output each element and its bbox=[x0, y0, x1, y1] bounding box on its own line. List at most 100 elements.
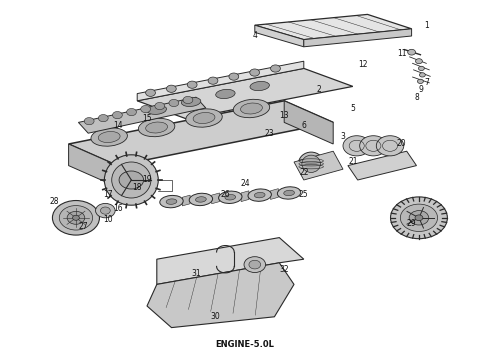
Circle shape bbox=[416, 59, 422, 64]
Ellipse shape bbox=[181, 97, 201, 107]
Ellipse shape bbox=[186, 109, 222, 127]
Text: 23: 23 bbox=[265, 129, 274, 138]
Text: 30: 30 bbox=[211, 312, 220, 321]
Circle shape bbox=[84, 117, 94, 125]
Circle shape bbox=[96, 203, 115, 218]
Text: 29: 29 bbox=[407, 219, 416, 228]
Polygon shape bbox=[212, 193, 220, 204]
Polygon shape bbox=[294, 151, 343, 180]
Text: 32: 32 bbox=[279, 266, 289, 274]
Polygon shape bbox=[348, 151, 416, 180]
Polygon shape bbox=[255, 14, 412, 40]
Text: 28: 28 bbox=[49, 197, 59, 206]
Circle shape bbox=[208, 77, 218, 84]
Ellipse shape bbox=[225, 194, 236, 200]
Text: 25: 25 bbox=[299, 190, 309, 199]
Circle shape bbox=[67, 211, 85, 224]
Circle shape bbox=[126, 108, 136, 116]
Ellipse shape bbox=[112, 162, 151, 198]
Polygon shape bbox=[69, 144, 118, 187]
Text: 12: 12 bbox=[358, 60, 368, 69]
Ellipse shape bbox=[146, 122, 168, 133]
Polygon shape bbox=[137, 61, 304, 101]
Circle shape bbox=[409, 211, 429, 225]
Ellipse shape bbox=[98, 131, 120, 143]
Circle shape bbox=[250, 69, 260, 76]
Circle shape bbox=[415, 215, 423, 221]
Ellipse shape bbox=[166, 199, 177, 204]
Text: 18: 18 bbox=[132, 183, 142, 192]
Ellipse shape bbox=[104, 155, 158, 205]
Circle shape bbox=[119, 171, 144, 189]
Text: 11: 11 bbox=[397, 49, 407, 58]
Text: 2: 2 bbox=[316, 85, 321, 94]
Text: 13: 13 bbox=[279, 111, 289, 120]
Polygon shape bbox=[241, 191, 249, 202]
Text: 3: 3 bbox=[341, 132, 345, 141]
Polygon shape bbox=[284, 101, 333, 144]
Circle shape bbox=[229, 73, 239, 80]
Ellipse shape bbox=[216, 89, 235, 99]
Ellipse shape bbox=[189, 193, 213, 206]
Polygon shape bbox=[147, 263, 294, 328]
Text: 5: 5 bbox=[350, 104, 355, 112]
Ellipse shape bbox=[254, 192, 265, 198]
Circle shape bbox=[73, 215, 79, 220]
Ellipse shape bbox=[147, 105, 167, 114]
Text: 6: 6 bbox=[301, 122, 306, 130]
Text: 21: 21 bbox=[348, 157, 358, 166]
Ellipse shape bbox=[248, 189, 271, 201]
Ellipse shape bbox=[160, 195, 183, 208]
Ellipse shape bbox=[91, 128, 127, 146]
Text: 7: 7 bbox=[424, 78, 429, 87]
Circle shape bbox=[418, 66, 424, 71]
Text: 14: 14 bbox=[113, 122, 122, 130]
Ellipse shape bbox=[241, 103, 263, 114]
Text: 1: 1 bbox=[424, 21, 429, 30]
Ellipse shape bbox=[219, 191, 242, 203]
Ellipse shape bbox=[302, 155, 320, 172]
Text: ENGINE-5.0L: ENGINE-5.0L bbox=[216, 340, 274, 349]
Circle shape bbox=[391, 197, 447, 239]
Circle shape bbox=[167, 85, 176, 93]
Polygon shape bbox=[157, 238, 304, 284]
Text: 31: 31 bbox=[191, 269, 201, 278]
Circle shape bbox=[169, 99, 179, 107]
Circle shape bbox=[155, 102, 165, 109]
Circle shape bbox=[244, 257, 266, 273]
Circle shape bbox=[100, 207, 110, 214]
Circle shape bbox=[408, 49, 416, 55]
Circle shape bbox=[249, 260, 261, 269]
Polygon shape bbox=[182, 195, 190, 206]
Circle shape bbox=[98, 114, 108, 122]
Circle shape bbox=[52, 201, 99, 235]
Polygon shape bbox=[69, 101, 333, 166]
Text: 26: 26 bbox=[220, 190, 230, 199]
Polygon shape bbox=[255, 25, 304, 47]
Text: 27: 27 bbox=[78, 222, 88, 231]
Ellipse shape bbox=[196, 197, 206, 202]
Circle shape bbox=[417, 79, 423, 84]
Polygon shape bbox=[270, 189, 278, 199]
Ellipse shape bbox=[193, 113, 215, 123]
Text: 19: 19 bbox=[142, 175, 152, 184]
Ellipse shape bbox=[138, 118, 175, 137]
Text: 4: 4 bbox=[252, 31, 257, 40]
Circle shape bbox=[376, 136, 404, 156]
Circle shape bbox=[146, 89, 155, 96]
Polygon shape bbox=[304, 29, 412, 47]
Polygon shape bbox=[137, 68, 353, 119]
Ellipse shape bbox=[284, 190, 294, 196]
Ellipse shape bbox=[298, 152, 324, 175]
Circle shape bbox=[419, 73, 425, 77]
Text: 20: 20 bbox=[397, 139, 407, 148]
Text: 17: 17 bbox=[103, 190, 113, 199]
Circle shape bbox=[187, 81, 197, 88]
Circle shape bbox=[270, 65, 280, 72]
Text: 9: 9 bbox=[419, 85, 424, 94]
Text: 22: 22 bbox=[299, 168, 309, 177]
Text: 10: 10 bbox=[103, 215, 113, 224]
Polygon shape bbox=[78, 97, 206, 133]
Circle shape bbox=[360, 136, 387, 156]
Circle shape bbox=[59, 206, 93, 230]
